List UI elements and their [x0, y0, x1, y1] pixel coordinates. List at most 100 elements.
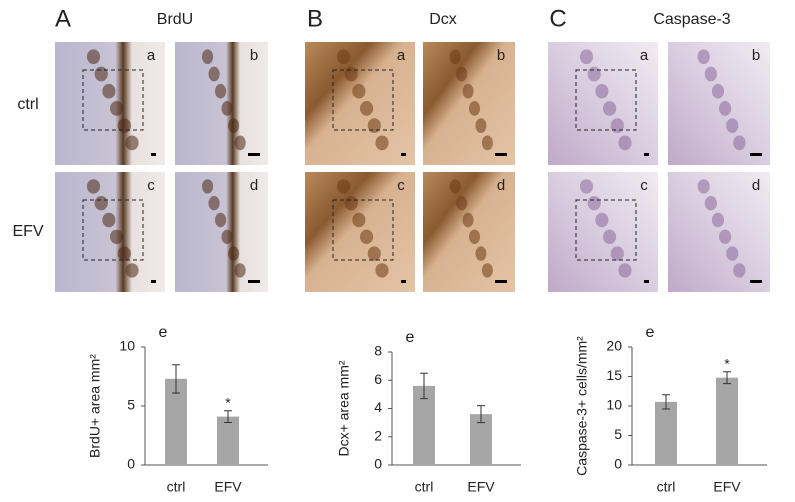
y-tick-label: 5 — [614, 426, 622, 442]
bar — [165, 378, 187, 465]
stain — [449, 49, 461, 65]
stain — [711, 212, 725, 228]
stain — [125, 263, 139, 278]
stain — [587, 196, 601, 211]
error-bar — [420, 372, 428, 400]
micrograph — [175, 172, 268, 292]
tile-letter: d — [752, 177, 760, 194]
tile-letter: b — [250, 47, 258, 64]
tile-letter: b — [752, 47, 760, 64]
inset-box — [575, 199, 637, 261]
stain — [228, 118, 240, 134]
stain — [86, 179, 101, 194]
bar — [413, 385, 435, 465]
scale-bar — [644, 280, 649, 283]
stain — [336, 49, 351, 65]
stain — [462, 83, 474, 99]
scale-bar — [401, 153, 406, 156]
stain — [726, 246, 739, 261]
panel-title: Dcx — [429, 11, 457, 28]
row-label: EFV — [12, 223, 43, 240]
stain — [344, 66, 358, 82]
stain — [456, 66, 468, 82]
stain — [456, 196, 468, 211]
stain — [711, 83, 725, 99]
inset-box — [575, 69, 637, 131]
stain — [214, 83, 227, 99]
micrograph — [305, 42, 415, 165]
bar — [655, 401, 677, 465]
row-label: ctrl — [17, 96, 38, 113]
y-tick-label: 0 — [374, 456, 382, 472]
scale-bar — [495, 153, 507, 156]
x-tick-label: ctrl — [167, 479, 186, 495]
stain — [344, 196, 358, 211]
x-tick-label: EFV — [467, 479, 495, 495]
stain — [481, 135, 493, 151]
stain — [595, 83, 609, 99]
stain — [360, 229, 374, 244]
panel-title: Caspase-3 — [653, 11, 730, 28]
stain — [221, 229, 233, 244]
significance: * — [724, 355, 730, 371]
x-tick-label: EFV — [214, 479, 242, 495]
stain — [367, 118, 381, 134]
chart-title: e — [159, 324, 168, 341]
stain — [208, 66, 220, 82]
stain — [110, 229, 124, 244]
micrograph — [548, 172, 658, 292]
stain — [462, 212, 474, 228]
panel-letter: B — [307, 5, 323, 32]
stain — [117, 246, 131, 261]
stain — [595, 212, 609, 228]
stain — [110, 101, 124, 116]
stain — [697, 49, 710, 65]
chart-title: e — [406, 329, 415, 346]
stain — [719, 229, 732, 244]
y-tick-label: 0 — [614, 456, 622, 472]
stain — [367, 246, 381, 261]
tile-letter: a — [397, 47, 406, 64]
tile-letter: c — [397, 177, 405, 194]
y-tick-label: 0 — [127, 456, 135, 472]
error-bar — [723, 371, 731, 385]
bar — [217, 416, 239, 465]
stain — [475, 118, 487, 134]
scale-bar — [644, 153, 649, 156]
stain — [618, 135, 632, 151]
error-bar — [662, 394, 670, 410]
stain — [469, 101, 481, 116]
stain — [228, 246, 240, 261]
y-tick-label: 5 — [127, 397, 135, 413]
stain — [234, 263, 246, 278]
micrograph — [423, 172, 515, 292]
panel-letter: C — [549, 5, 566, 32]
micrograph — [668, 42, 770, 165]
tile-letter: c — [147, 177, 155, 194]
stain — [587, 66, 601, 82]
stain — [360, 101, 374, 116]
micrograph — [423, 42, 515, 165]
chart-title: e — [646, 324, 655, 341]
stain — [94, 196, 108, 211]
stain — [352, 83, 366, 99]
stain — [201, 179, 214, 194]
tile-letter: a — [640, 47, 649, 64]
stain — [719, 101, 732, 116]
y-axis-label: Caspase-3+ cells/mm² — [574, 336, 590, 476]
stain — [733, 263, 746, 278]
stain — [469, 229, 481, 244]
stain — [610, 118, 624, 134]
stain — [86, 49, 101, 65]
micrograph — [175, 42, 268, 165]
stain — [726, 118, 739, 134]
stain — [449, 179, 461, 194]
stain — [475, 246, 487, 261]
scale-bar — [750, 280, 762, 283]
inset-box — [332, 69, 394, 131]
scale-bar — [750, 153, 762, 156]
scale-bar — [248, 280, 260, 283]
micrograph — [55, 42, 165, 165]
tile-letter: a — [147, 47, 156, 64]
stain — [579, 49, 594, 65]
